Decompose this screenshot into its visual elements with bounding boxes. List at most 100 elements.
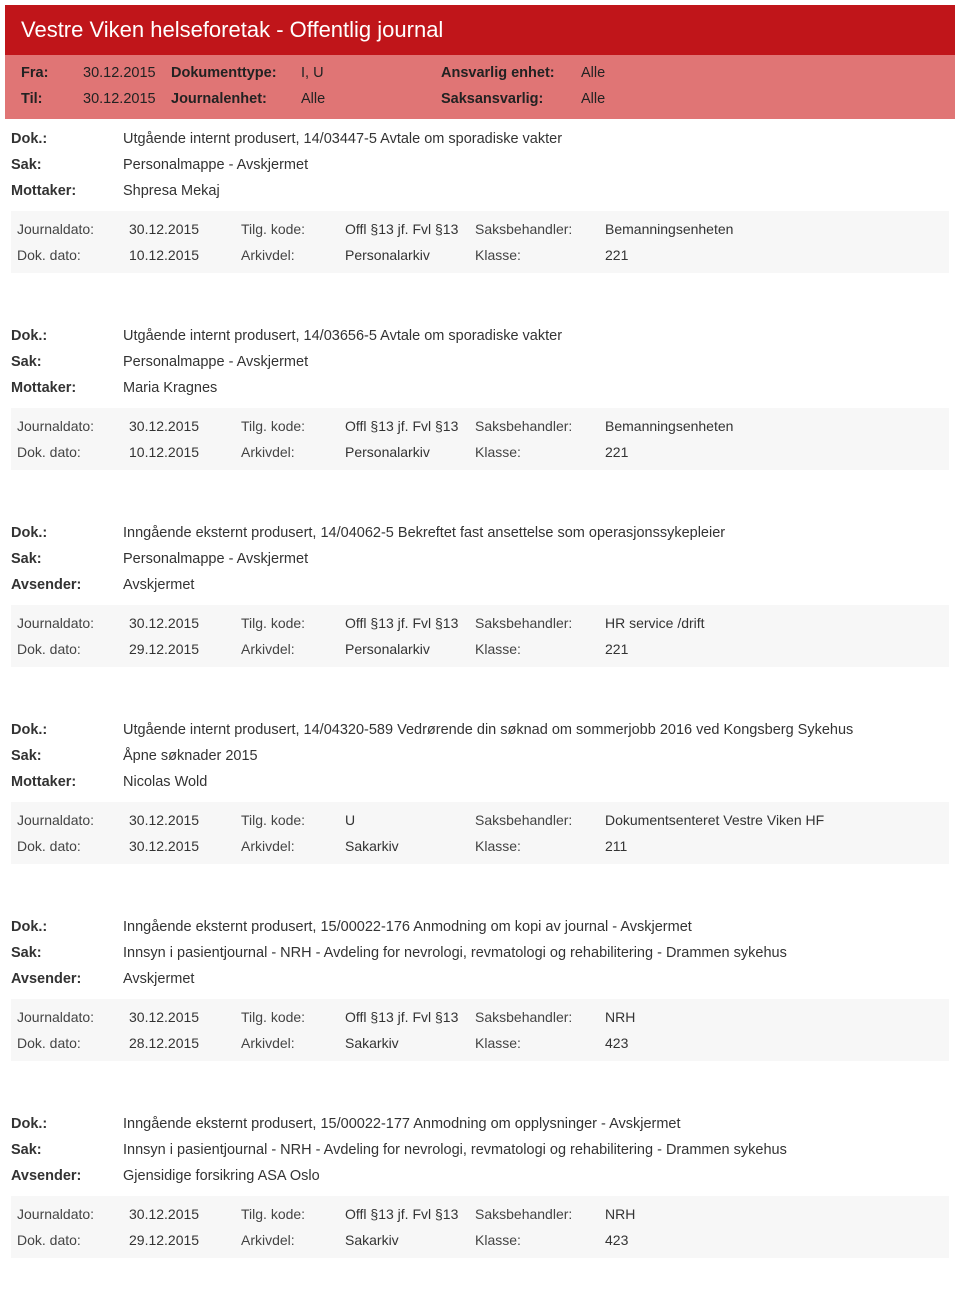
journaldato-value: 30.12.2015: [129, 1206, 241, 1222]
dokdato-value: 30.12.2015: [129, 838, 241, 854]
entry-gap: [0, 485, 960, 513]
sak-label: Sak:: [11, 354, 123, 370]
ansvarlig-label: Ansvarlig enhet:: [441, 65, 581, 81]
party-value: Gjensidige forsikring ASA Oslo: [123, 1168, 949, 1184]
dok-value: Inngående eksternt produsert, 14/04062-5…: [123, 525, 949, 541]
journal-entry: Dok.: Utgående internt produsert, 14/043…: [5, 710, 955, 879]
sak-label: Sak:: [11, 1142, 123, 1158]
sak-label: Sak:: [11, 551, 123, 567]
dok-label: Dok.:: [11, 131, 123, 147]
party-label: Mottaker:: [11, 774, 123, 790]
sak-value: Personalmappe - Avskjermet: [123, 551, 949, 567]
til-label: Til:: [21, 91, 83, 107]
dokdato-value: 29.12.2015: [129, 641, 241, 657]
party-label: Avsender:: [11, 1168, 123, 1184]
journal-entry: Dok.: Inngående eksternt produsert, 15/0…: [5, 907, 955, 1076]
tilgkode-label: Tilg. kode:: [241, 615, 345, 631]
page: Vestre Viken helseforetak - Offentlig jo…: [0, 5, 960, 1301]
doktype-value: I, U: [301, 65, 441, 81]
dokdato-label: Dok. dato:: [17, 444, 129, 460]
saksbeh-value: Bemanningsenheten: [605, 221, 943, 237]
entry-gap: [0, 288, 960, 316]
page-title: Vestre Viken helseforetak - Offentlig jo…: [5, 5, 955, 55]
saksbeh-value: NRH: [605, 1206, 943, 1222]
dok-value: Utgående internt produsert, 14/03656-5 A…: [123, 328, 949, 344]
header-meta: Fra: 30.12.2015 Dokumenttype: I, U Ansva…: [5, 55, 955, 119]
klasse-label: Klasse:: [475, 1035, 605, 1051]
ansvarlig-value: Alle: [581, 65, 939, 81]
journal-entry: Dok.: Utgående internt produsert, 14/034…: [5, 119, 955, 288]
entries-container: Dok.: Utgående internt produsert, 14/034…: [0, 119, 960, 1301]
tilgkode-label: Tilg. kode:: [241, 1206, 345, 1222]
dokdato-value: 10.12.2015: [129, 247, 241, 263]
dok-label: Dok.:: [11, 722, 123, 738]
saksbeh-label: Saksbehandler:: [475, 221, 605, 237]
klasse-value: 221: [605, 247, 943, 263]
saksbeh-value: NRH: [605, 1009, 943, 1025]
fra-label: Fra:: [21, 65, 83, 81]
dokdato-label: Dok. dato:: [17, 838, 129, 854]
klasse-value: 211: [605, 838, 943, 854]
journalenhet-label: Journalenhet:: [171, 91, 301, 107]
party-label: Avsender:: [11, 577, 123, 593]
entry-gap: [0, 1076, 960, 1104]
party-value: Avskjermet: [123, 971, 949, 987]
tilgkode-value: Offl §13 jf. Fvl §13: [345, 221, 475, 237]
dokdato-label: Dok. dato:: [17, 1035, 129, 1051]
dokdato-value: 29.12.2015: [129, 1232, 241, 1248]
entry-gap: [0, 682, 960, 710]
journaldato-value: 30.12.2015: [129, 418, 241, 434]
party-value: Nicolas Wold: [123, 774, 949, 790]
dokdato-value: 28.12.2015: [129, 1035, 241, 1051]
party-label: Mottaker:: [11, 380, 123, 396]
journaldato-value: 30.12.2015: [129, 812, 241, 828]
tilgkode-label: Tilg. kode:: [241, 418, 345, 434]
dokdato-value: 10.12.2015: [129, 444, 241, 460]
party-label: Avsender:: [11, 971, 123, 987]
journaldato-value: 30.12.2015: [129, 1009, 241, 1025]
klasse-value: 423: [605, 1232, 943, 1248]
journaldato-label: Journaldato:: [17, 812, 129, 828]
journal-entry: Dok.: Utgående internt produsert, 14/036…: [5, 316, 955, 485]
dok-label: Dok.:: [11, 525, 123, 541]
dok-value: Utgående internt produsert, 14/03447-5 A…: [123, 131, 949, 147]
arkivdel-label: Arkivdel:: [241, 1035, 345, 1051]
arkivdel-value: Personalarkiv: [345, 444, 475, 460]
doktype-label: Dokumenttype:: [171, 65, 301, 81]
sak-label: Sak:: [11, 157, 123, 173]
dok-label: Dok.:: [11, 328, 123, 344]
arkivdel-value: Personalarkiv: [345, 641, 475, 657]
dokdato-label: Dok. dato:: [17, 641, 129, 657]
journalenhet-value: Alle: [301, 91, 441, 107]
tilgkode-label: Tilg. kode:: [241, 221, 345, 237]
entry-gap: [0, 1273, 960, 1301]
tilgkode-value: Offl §13 jf. Fvl §13: [345, 418, 475, 434]
klasse-value: 221: [605, 641, 943, 657]
til-value: 30.12.2015: [83, 91, 171, 107]
saksbeh-value: HR service /drift: [605, 615, 943, 631]
party-value: Avskjermet: [123, 577, 949, 593]
dok-label: Dok.:: [11, 919, 123, 935]
tilgkode-label: Tilg. kode:: [241, 812, 345, 828]
arkivdel-label: Arkivdel:: [241, 1232, 345, 1248]
dok-value: Inngående eksternt produsert, 15/00022-1…: [123, 1116, 949, 1132]
saksansvarlig-value: Alle: [581, 91, 939, 107]
journaldato-value: 30.12.2015: [129, 615, 241, 631]
sak-label: Sak:: [11, 748, 123, 764]
klasse-label: Klasse:: [475, 1232, 605, 1248]
saksbeh-label: Saksbehandler:: [475, 1009, 605, 1025]
arkivdel-label: Arkivdel:: [241, 641, 345, 657]
party-value: Maria Kragnes: [123, 380, 949, 396]
journaldato-label: Journaldato:: [17, 615, 129, 631]
klasse-label: Klasse:: [475, 247, 605, 263]
dok-label: Dok.:: [11, 1116, 123, 1132]
sak-value: Personalmappe - Avskjermet: [123, 354, 949, 370]
saksansvarlig-label: Saksansvarlig:: [441, 91, 581, 107]
sak-value: Innsyn i pasientjournal - NRH - Avdeling…: [123, 945, 949, 961]
journal-entry: Dok.: Inngående eksternt produsert, 14/0…: [5, 513, 955, 682]
tilgkode-value: Offl §13 jf. Fvl §13: [345, 1009, 475, 1025]
dok-value: Inngående eksternt produsert, 15/00022-1…: [123, 919, 949, 935]
saksbeh-label: Saksbehandler:: [475, 812, 605, 828]
arkivdel-value: Sakarkiv: [345, 1035, 475, 1051]
klasse-value: 423: [605, 1035, 943, 1051]
